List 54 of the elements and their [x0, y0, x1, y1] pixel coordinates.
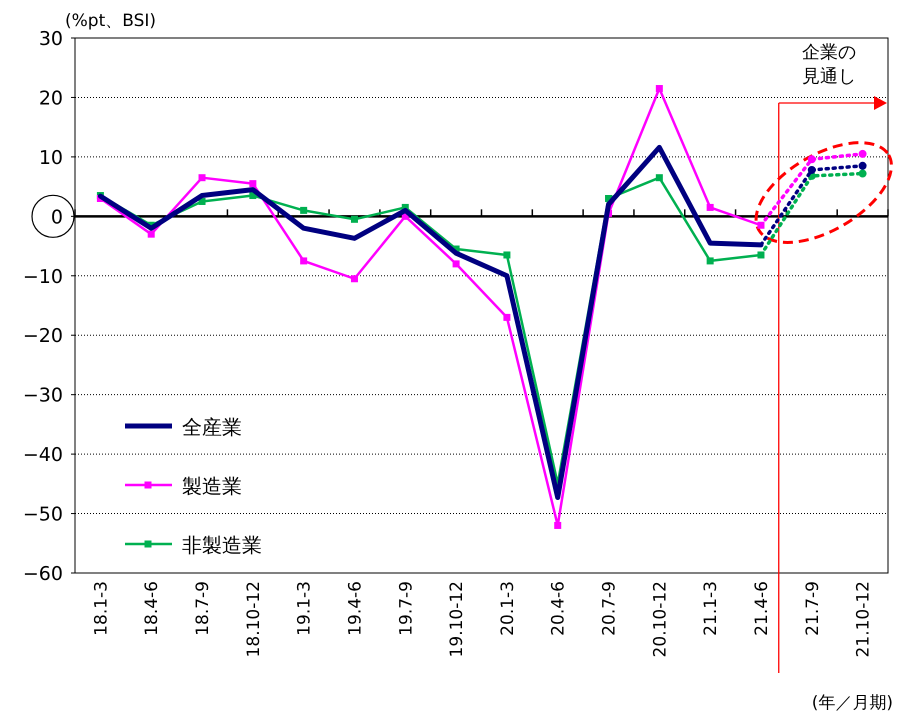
point	[757, 251, 764, 258]
x-tick-label: 20.10-12	[650, 581, 670, 658]
point	[148, 230, 155, 238]
x-tick-label: 20.4-6	[548, 581, 569, 636]
point	[452, 260, 460, 268]
x-tick-label: 21.1-3	[701, 581, 722, 636]
point	[656, 174, 663, 182]
x-tick-label: 20.7-9	[600, 581, 620, 636]
x-tick-label: 19.7-9	[396, 581, 416, 636]
point	[198, 174, 206, 182]
y-tick-label: 30	[38, 28, 63, 50]
x-tick-label: 19.4-6	[345, 581, 366, 636]
point	[808, 166, 816, 174]
point	[656, 85, 663, 92]
point	[503, 314, 510, 321]
x-tick-label: 18.1-3	[91, 581, 112, 636]
x-tick-label: 18.4-6	[142, 581, 162, 636]
legend-label: 製造業	[182, 474, 242, 498]
point	[350, 275, 358, 282]
point	[300, 206, 308, 214]
y-tick-label: −30	[22, 384, 63, 407]
point	[503, 251, 510, 258]
x-tick-label: 21.10-12	[854, 581, 874, 658]
point	[757, 222, 764, 229]
y-tick-label: 20	[38, 87, 63, 110]
x-axis-title: (年／月期)	[812, 693, 893, 713]
y-tick-label: 0	[50, 206, 63, 228]
point	[554, 522, 562, 529]
legend-label: 全産業	[182, 415, 242, 439]
legend-label: 非製造業	[182, 533, 262, 557]
point	[858, 170, 867, 178]
x-tick-label: 21.4-6	[752, 581, 772, 636]
x-tick-label: 21.7-9	[802, 581, 823, 636]
point	[300, 257, 308, 264]
y-tick-label: −40	[22, 444, 63, 466]
y-axis-title: (%pt、BSI)	[65, 11, 156, 31]
point	[249, 180, 256, 188]
y-tick-label: 10	[38, 146, 63, 169]
x-tick-label: 20.1-3	[498, 581, 518, 636]
point	[808, 155, 816, 164]
x-tick-label: 19.1-3	[294, 581, 315, 636]
ref-line-label: 企業の見通し	[802, 42, 856, 87]
y-tick-label: −20	[22, 325, 63, 348]
y-tick-label: −50	[22, 504, 63, 526]
point	[706, 204, 714, 211]
point	[858, 162, 867, 170]
point	[706, 257, 714, 264]
y-tick-label: −10	[22, 266, 63, 288]
x-tick-label: 18.7-9	[193, 581, 214, 636]
x-tick-label: 19.10-12	[447, 581, 468, 658]
x-tick-label: 18.10-12	[244, 581, 264, 658]
point	[350, 216, 358, 223]
point	[858, 150, 867, 158]
y-tick-label: −60	[22, 563, 63, 585]
